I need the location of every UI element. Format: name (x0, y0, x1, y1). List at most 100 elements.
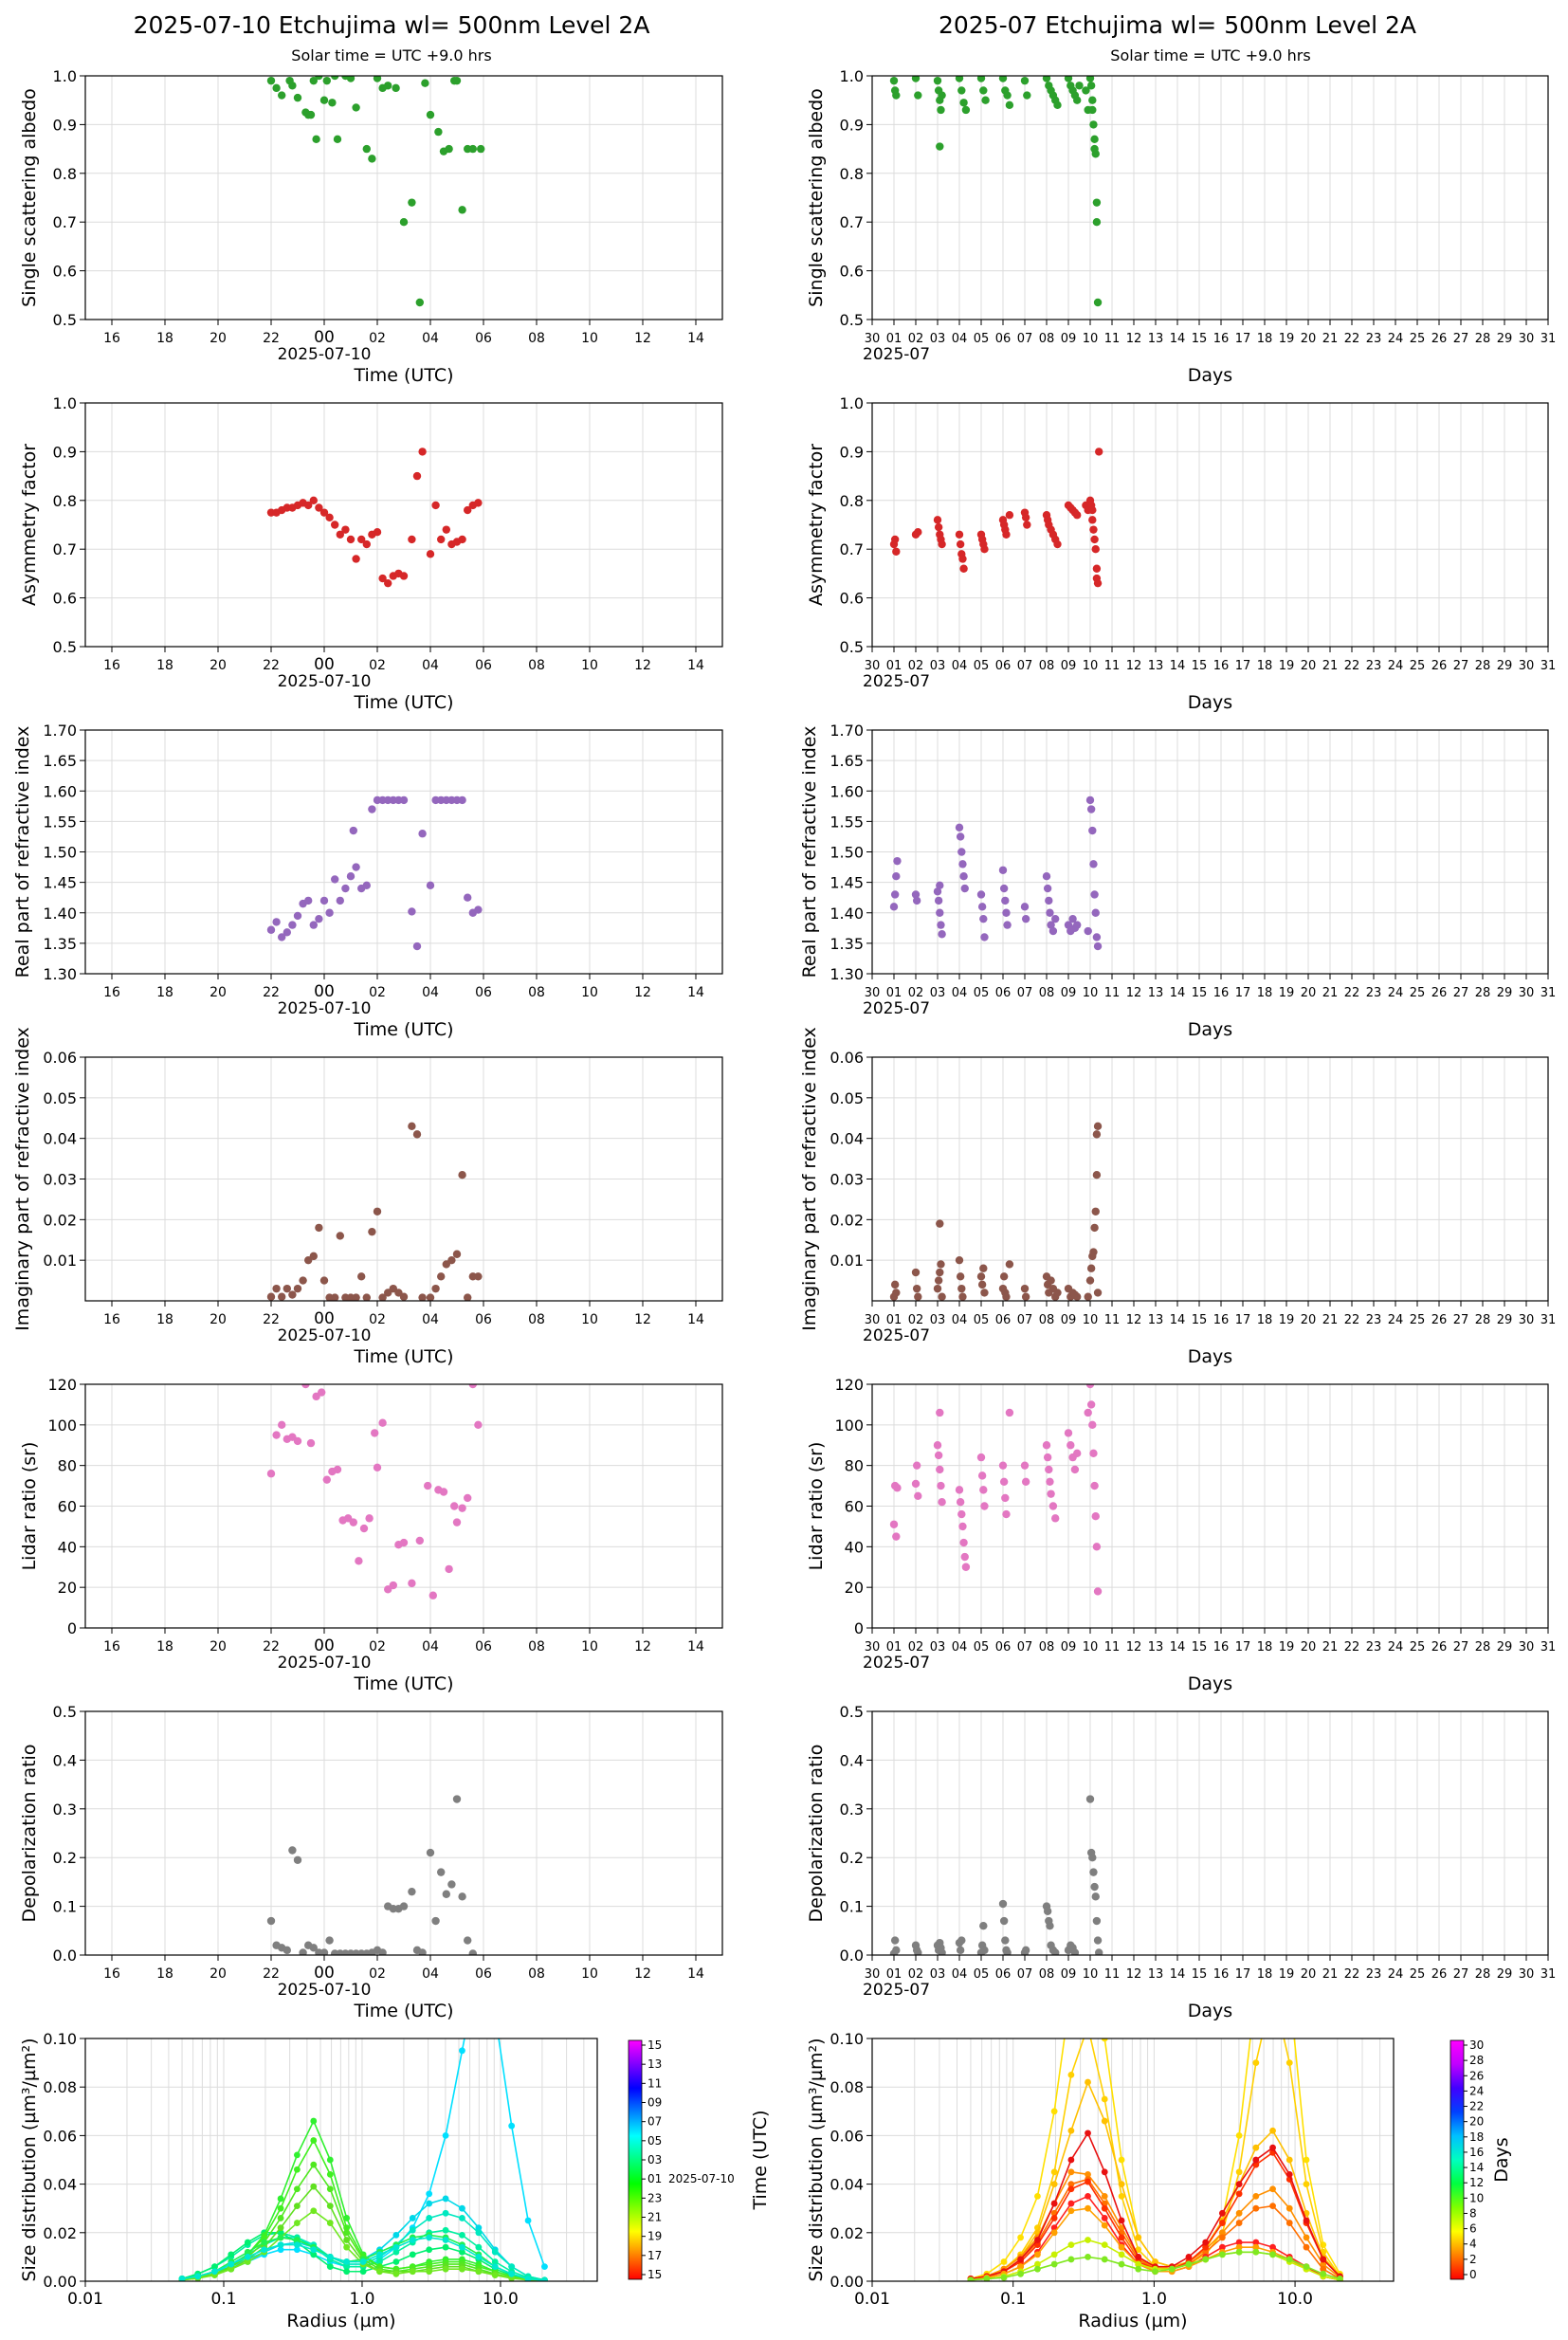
data-point (421, 79, 429, 87)
series-point (1285, 2220, 1293, 2226)
data-point (1089, 525, 1098, 534)
series-point (1252, 2239, 1260, 2246)
data-point (325, 1936, 334, 1945)
x-tick-label: 09 (1061, 659, 1077, 673)
data-point (914, 1491, 922, 1500)
data-point (266, 76, 276, 85)
data-point (304, 501, 313, 510)
data-point (458, 206, 466, 214)
data-point (958, 555, 967, 563)
series-point (1252, 1986, 1259, 1993)
y-axis-label: Lidar ratio (sr) (19, 1442, 40, 1571)
data-point (418, 830, 427, 838)
data-point (1046, 1477, 1054, 1487)
x-tick-label: 21 (1322, 986, 1339, 1000)
data-point (934, 1276, 943, 1285)
x-date-label: 2025-07 (863, 1654, 930, 1673)
data-point (452, 1518, 462, 1526)
data-point (333, 1465, 342, 1474)
data-point (1047, 1276, 1055, 1285)
data-point (1043, 1453, 1052, 1462)
y-tick-label: 0.08 (43, 2078, 77, 2096)
series-point (310, 2117, 318, 2125)
x-tick-label: 26 (1431, 1313, 1448, 1327)
series-point (326, 2156, 334, 2164)
data-point (412, 471, 422, 481)
data-point (1064, 1429, 1073, 1437)
series-point (1118, 2193, 1125, 2200)
x-tick-label: 17 (1235, 1313, 1251, 1327)
y-tick-label: 0.7 (53, 213, 77, 231)
x-date-label: 2025-07 (863, 1981, 930, 2000)
series-point (491, 2263, 499, 2271)
x-tick-label: 04 (422, 658, 439, 673)
data-point (272, 918, 281, 926)
series-point (244, 2239, 251, 2246)
data-point (1051, 914, 1060, 923)
x-tick-label: 25 (1410, 1967, 1426, 1982)
x-tick-label: 10 (581, 331, 598, 346)
data-point (957, 848, 966, 856)
x-tick-label: 22 (263, 1639, 280, 1654)
colorbar-tick-label: 17 (647, 2249, 662, 2262)
y-tick-label: 1.60 (830, 782, 864, 800)
series-point (1303, 2181, 1310, 2188)
data-point (373, 528, 382, 537)
data-point (890, 1280, 900, 1289)
data-point (412, 941, 422, 951)
series-point (1202, 2243, 1210, 2251)
series-point (1320, 2265, 1327, 2273)
y-tick-label: 0.08 (830, 2078, 864, 2096)
y-tick-label: 1.70 (830, 722, 864, 740)
data-point (889, 903, 899, 911)
series-point (1101, 2204, 1108, 2212)
data-point (278, 933, 286, 941)
series-point (1303, 2156, 1310, 2164)
series-point (1118, 2243, 1125, 2251)
y-axis-label: Imaginary part of refractive index (799, 1027, 820, 1331)
data-point (976, 1453, 986, 1462)
data-point (1089, 1868, 1098, 1876)
series-point (1067, 2127, 1075, 2134)
y-axis-label: Asymmetry factor (806, 444, 827, 606)
data-point (1073, 1292, 1082, 1301)
data-point (1020, 903, 1030, 911)
x-tick-label: 22 (263, 985, 280, 1000)
data-point (328, 99, 337, 107)
y-tick-label: 0.5 (53, 311, 77, 329)
x-tick-label: 29 (1497, 1313, 1513, 1327)
series-point (426, 2268, 433, 2276)
x-tick-label: 22 (263, 1966, 280, 1982)
series-point (1067, 2256, 1075, 2263)
data-point (933, 1441, 942, 1450)
grid (84, 2038, 598, 2282)
series-point (326, 2170, 334, 2178)
data-point (1092, 1171, 1102, 1179)
panel-real_month: 1.30 1.35 1.40 1.45 1.50 1.55 1.60 1.65 1.70 30 01… (799, 722, 1556, 1040)
colorbar-tick-label: 0 (1469, 2268, 1477, 2281)
y-axis-label: Depolarization ratio (806, 1745, 827, 1923)
data-layer (266, 795, 483, 951)
series-point (1050, 2200, 1058, 2207)
series-point (1285, 2170, 1293, 2178)
y-tick-label: 0.05 (43, 1089, 77, 1107)
data-layer (889, 448, 1103, 588)
data-point (976, 76, 986, 82)
data-point (1089, 1248, 1098, 1256)
colorbar-tick-label: 21 (647, 2211, 662, 2224)
data-point (322, 76, 331, 85)
right-title: 2025-07 Etchujima wl= 500nm Level 2A (939, 11, 1416, 39)
x-tick-label: 13 (1148, 332, 1164, 346)
x-tick-label: 28 (1475, 1313, 1491, 1327)
x-tick-label: 30 (1519, 1640, 1535, 1654)
x-tick-label: 12 (634, 985, 651, 1000)
series-point (343, 2237, 351, 2243)
x-tick-label: 09 (1061, 332, 1077, 346)
x-tick-label: 12 (1126, 986, 1142, 1000)
x-axis-label: Days (1188, 2001, 1232, 2021)
x-tick-label: 18 (156, 658, 173, 673)
data-point (977, 1472, 987, 1480)
series-point (1118, 2251, 1125, 2258)
data-point (1047, 1490, 1055, 1498)
series-point (1135, 2260, 1142, 2268)
